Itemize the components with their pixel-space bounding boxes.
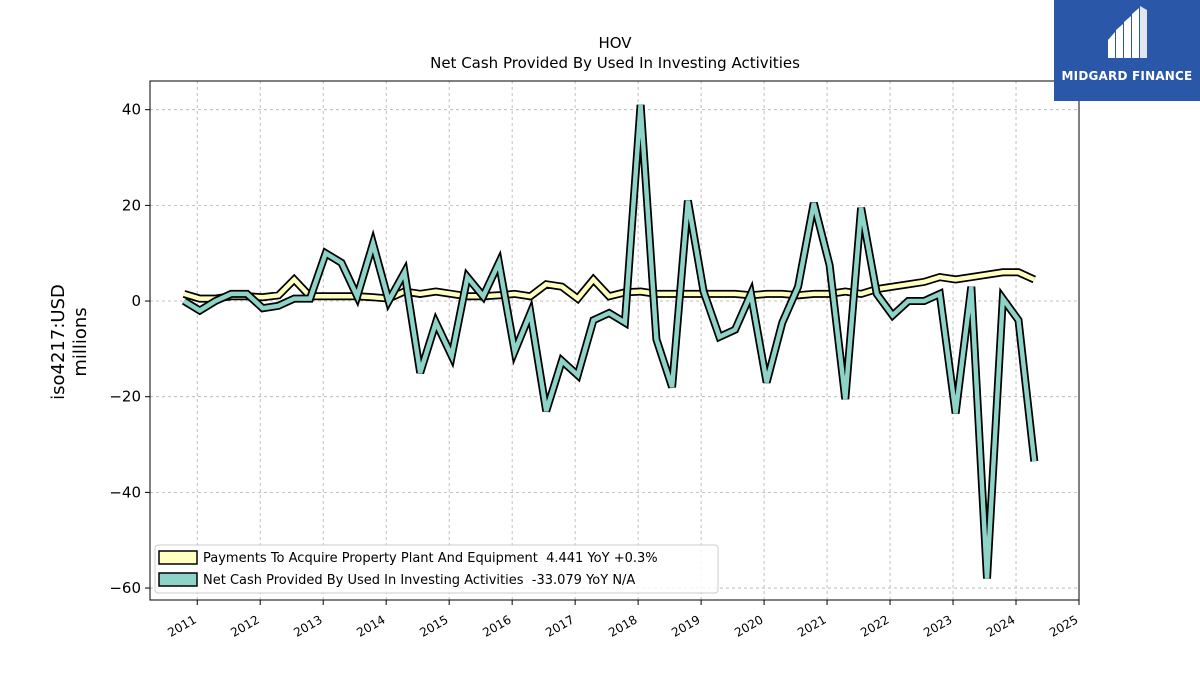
legend-label-ppe: Payments To Acquire Property Plant And E… bbox=[203, 551, 658, 566]
x-tick-label: 2024 bbox=[984, 612, 1017, 639]
x-tick-label: 2023 bbox=[921, 612, 954, 639]
series-lines bbox=[181, 104, 1039, 579]
midgard-finance-logo: MIDGARD FINANCE bbox=[1054, 0, 1200, 101]
y-tick-label: 40 bbox=[122, 101, 141, 119]
x-tick-label: 2011 bbox=[165, 612, 198, 639]
legend-frame bbox=[154, 544, 719, 594]
plot-frame bbox=[149, 80, 1080, 601]
logo-mark-icon bbox=[1108, 6, 1147, 58]
y-axis-label-units: millions bbox=[70, 307, 91, 376]
x-tick-label: 2016 bbox=[480, 612, 513, 639]
y-tick-label: −20 bbox=[109, 388, 141, 406]
x-tick-label: 2019 bbox=[669, 612, 702, 639]
chart-subtitle: Net Cash Provided By Used In Investing A… bbox=[430, 54, 800, 72]
y-tick-label: 0 bbox=[131, 292, 141, 310]
legend: Payments To Acquire Property Plant And E… bbox=[154, 544, 719, 594]
chart-title: HOV bbox=[598, 34, 632, 52]
y-tick-label: −60 bbox=[109, 579, 141, 597]
x-tick-label: 2021 bbox=[795, 612, 828, 639]
x-tick-label: 2012 bbox=[228, 612, 261, 639]
series-line-0 bbox=[183, 270, 1036, 302]
series-line-1 bbox=[182, 104, 1037, 579]
x-tick-label: 2020 bbox=[732, 612, 765, 639]
y-tick-label: 20 bbox=[122, 196, 141, 214]
x-tick-label: 2018 bbox=[606, 612, 639, 639]
x-tick-label: 2015 bbox=[417, 612, 450, 639]
x-tick-label: 2014 bbox=[354, 612, 387, 639]
legend-swatch-net-cash bbox=[158, 572, 198, 587]
legend-label-net-cash: Net Cash Provided By Used In Investing A… bbox=[203, 573, 635, 588]
series-outline-1 bbox=[181, 104, 1039, 579]
x-tick-label: 2017 bbox=[543, 612, 576, 639]
x-tick-label: 2022 bbox=[858, 612, 891, 639]
grid bbox=[150, 81, 1080, 600]
x-tick-label: 2025 bbox=[1047, 612, 1080, 639]
logo-text: MIDGARD FINANCE bbox=[1061, 69, 1193, 83]
y-tick-label: −40 bbox=[109, 483, 141, 501]
legend-swatch-ppe bbox=[158, 550, 198, 565]
y-axis-label: iso4217:USD bbox=[48, 284, 69, 400]
x-tick-label: 2013 bbox=[291, 612, 324, 639]
